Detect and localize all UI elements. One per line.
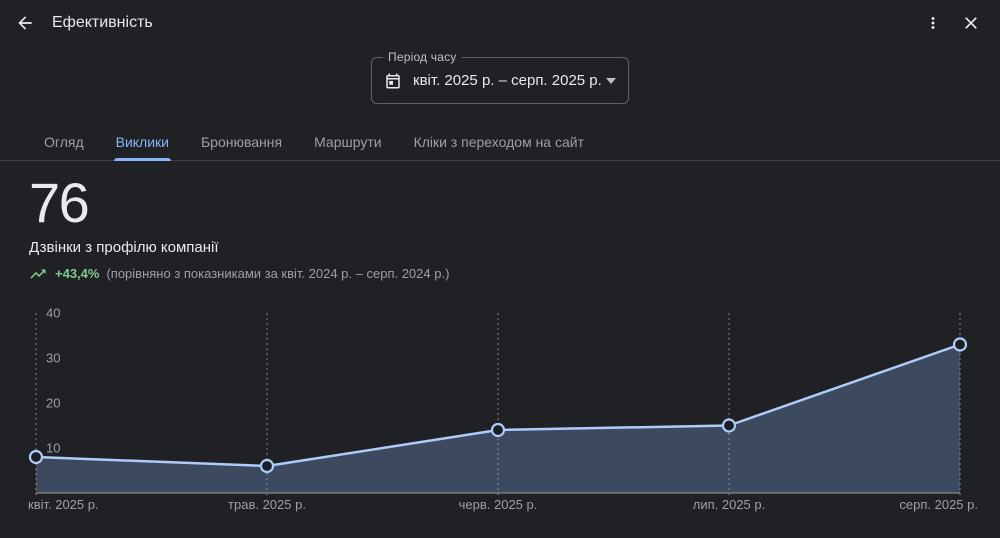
metric-summary: 76 Дзвінки з профілю компанії +43,4% (по… (29, 172, 449, 283)
metric-value: 76 (29, 171, 90, 234)
x-tick-label-3: лип. 2025 р. (693, 497, 765, 512)
page-title: Ефективність (52, 14, 153, 31)
chart-data-point-4[interactable] (952, 337, 968, 352)
tab-bar: Огляд Виклики Бронювання Маршрути Кліки … (0, 123, 1000, 161)
metric-delta: +43,4% (55, 266, 100, 282)
tab-calls[interactable]: Виклики (100, 123, 185, 161)
tab-directions[interactable]: Маршрути (298, 123, 397, 160)
x-tick-label-0: квіт. 2025 р. (28, 497, 99, 512)
time-period-field-label: Період часу (383, 50, 462, 64)
chart-area-fill (36, 344, 960, 493)
trending-up-icon (29, 265, 47, 283)
chart-data-point-0[interactable] (28, 449, 44, 465)
y-tick-label-30: 30 (46, 351, 60, 366)
more-options-button[interactable] (914, 4, 952, 42)
x-tick-label-4: серп. 2025 р. (899, 497, 978, 512)
y-tick-label-10: 10 (46, 441, 60, 456)
close-icon (961, 13, 981, 33)
x-tick-label-2: черв. 2025 р. (459, 497, 538, 512)
chevron-down-icon (606, 77, 616, 84)
tab-website-clicks[interactable]: Кліки з переходом на сайт (398, 123, 600, 160)
kebab-menu-icon (924, 14, 942, 32)
x-tick-label-1: трав. 2025 р. (228, 497, 306, 512)
header: Ефективність (0, 0, 1000, 46)
tab-bookings[interactable]: Бронювання (185, 123, 298, 160)
chart-data-point-2[interactable] (490, 422, 506, 438)
time-period-selector[interactable]: Період часу квіт. 2025 р. – серп. 2025 р… (371, 50, 629, 104)
y-tick-label-40: 40 (46, 306, 60, 321)
metric-trend-row: +43,4% (порівняно з показниками за квіт.… (29, 265, 449, 283)
close-button[interactable] (952, 4, 990, 42)
calls-chart: 10 20 30 40 квіт. 2025 р. трав. 2025 р. черв. … (0, 300, 1000, 525)
time-period-value: квіт. 2025 р. – серп. 2025 р. (413, 72, 602, 89)
back-arrow-icon (15, 13, 35, 33)
tab-overview[interactable]: Огляд (28, 123, 100, 160)
calls-chart-svg: 10 20 30 40 квіт. 2025 р. трав. 2025 р. черв. … (28, 306, 978, 513)
chart-data-point-3[interactable] (721, 418, 737, 433)
calendar-icon (384, 72, 402, 90)
y-tick-label-20: 20 (46, 396, 60, 411)
metric-comparison: (порівняно з показниками за квіт. 2024 р… (106, 266, 450, 282)
back-button[interactable] (6, 4, 44, 42)
metric-label: Дзвінки з профілю компанії (29, 238, 219, 256)
chart-data-point-1[interactable] (259, 458, 275, 474)
